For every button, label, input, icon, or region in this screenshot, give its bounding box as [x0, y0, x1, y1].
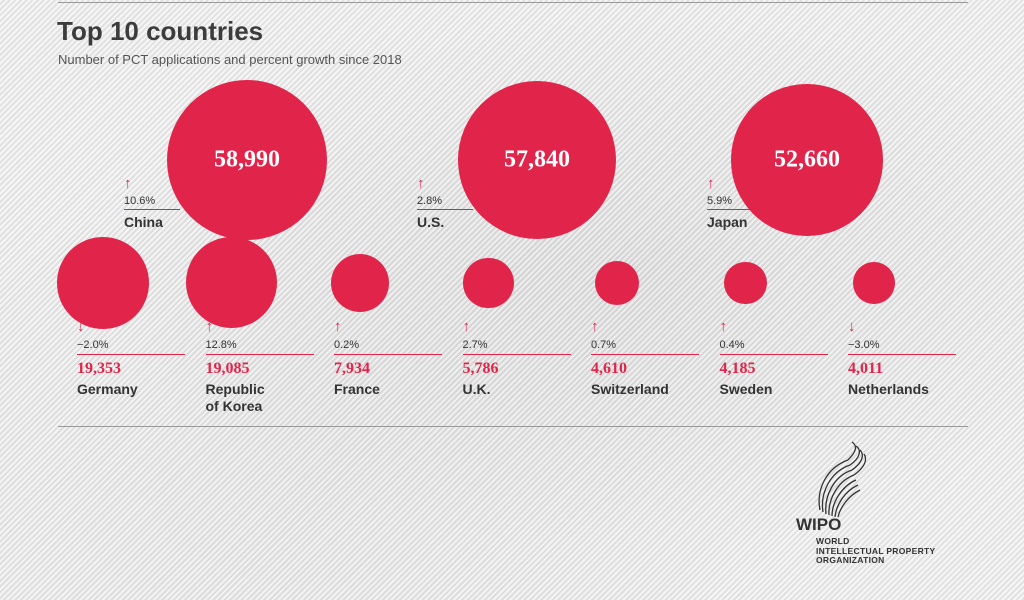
- bubble-japan: 52,660: [731, 84, 883, 236]
- logo-wordmark: WIPO: [796, 515, 842, 534]
- bubble-france: [330, 253, 390, 313]
- logo-org-line: ORGANIZATION: [816, 555, 885, 565]
- growth-label-china: 10.6%: [124, 195, 156, 207]
- bubble-netherlands: [853, 262, 895, 304]
- growth-rule-netherlands: [848, 354, 956, 355]
- growth-rule-japan: [707, 209, 763, 210]
- chart-subtitle: Number of PCT applications and percent g…: [58, 52, 402, 67]
- growth-label-japan: 5.9%: [707, 195, 733, 207]
- arrow-up-icon: ↑: [334, 318, 342, 335]
- growth-label-france: 0.2%: [334, 339, 360, 351]
- top-divider: [58, 2, 968, 3]
- value-label-sweden: 4,185: [719, 360, 756, 377]
- growth-rule-switzerland: [591, 354, 699, 355]
- growth-rule-france: [334, 354, 442, 355]
- arrow-up-icon: ↑: [205, 318, 214, 335]
- growth-rule-sweden: [719, 354, 828, 355]
- value-label-switzerland: 4,610: [591, 360, 627, 377]
- bubble-u-s: 57,840: [457, 80, 617, 240]
- country-label-switzerland: Switzerland: [591, 381, 669, 397]
- growth-rule-u-k: [462, 354, 571, 355]
- growth-rule-germany: [77, 354, 185, 355]
- growth-label-germany: −2.0%: [77, 339, 109, 351]
- bubble-sweden: [724, 261, 767, 305]
- country-label-u-k: U.K.: [462, 381, 491, 397]
- country-label-japan: Japan: [707, 214, 748, 230]
- country-label-republic-of-korea: Republic of Korea: [205, 381, 265, 414]
- growth-rule-republic-of-korea: [205, 354, 314, 355]
- country-label-u-s: U.S.: [417, 214, 445, 230]
- growth-label-u-k: 2.7%: [462, 339, 488, 351]
- value-label-france: 7,934: [334, 360, 370, 377]
- arrow-up-icon: ↑: [591, 318, 599, 335]
- country-label-netherlands: Netherlands: [848, 381, 929, 397]
- value-label-u-k: 5,786: [462, 360, 499, 377]
- value-label-republic-of-korea: 19,085: [205, 360, 250, 377]
- chart-title: Top 10 countries: [57, 16, 264, 46]
- growth-label-sweden: 0.4%: [719, 339, 745, 351]
- arrow-up-icon: ↑: [417, 175, 425, 192]
- bubble-value-label: 57,840: [503, 146, 570, 173]
- arrow-up-icon: ↑: [707, 175, 715, 192]
- bubble-value-label: 58,990: [214, 146, 280, 173]
- bubble-u-k: [463, 257, 514, 309]
- wipo-logo-icon: [818, 441, 867, 518]
- logo-org-line: INTELLECTUAL PROPERTY: [816, 545, 936, 556]
- arrow-up-icon: ↑: [124, 175, 132, 192]
- logo-org-line: WORLD: [816, 536, 850, 546]
- country-label-germany: Germany: [77, 381, 138, 397]
- bubble-china: 58,990: [167, 80, 327, 240]
- bubble-republic-of-korea: [185, 237, 277, 329]
- logo-organization-name: WORLD INTELLECTUAL PROPERTY ORGANIZATION: [816, 536, 936, 566]
- growth-label-u-s: 2.8%: [417, 195, 443, 207]
- value-label-germany: 19,353: [77, 360, 121, 377]
- bubble-value-label: 52,660: [773, 146, 840, 173]
- value-label-netherlands: 4,011: [848, 360, 884, 377]
- arrow-down-icon: ↓: [77, 318, 85, 335]
- growth-rule-u-s: [417, 209, 473, 210]
- bubble-switzerland: [594, 260, 640, 306]
- growth-rule-china: [124, 209, 180, 210]
- arrow-up-icon: ↑: [719, 318, 728, 335]
- growth-label-netherlands: −3.0%: [848, 339, 880, 351]
- growth-label-switzerland: 0.7%: [591, 339, 617, 351]
- country-label-sweden: Sweden: [719, 381, 773, 397]
- arrow-down-icon: ↓: [848, 318, 856, 335]
- country-label-france: France: [334, 381, 380, 397]
- bubble-germany: [57, 237, 149, 329]
- bottom-divider: [58, 426, 968, 427]
- arrow-up-icon: ↑: [462, 318, 471, 335]
- country-label-china: China: [124, 214, 163, 230]
- growth-label-republic-of-korea: 12.8%: [205, 339, 237, 351]
